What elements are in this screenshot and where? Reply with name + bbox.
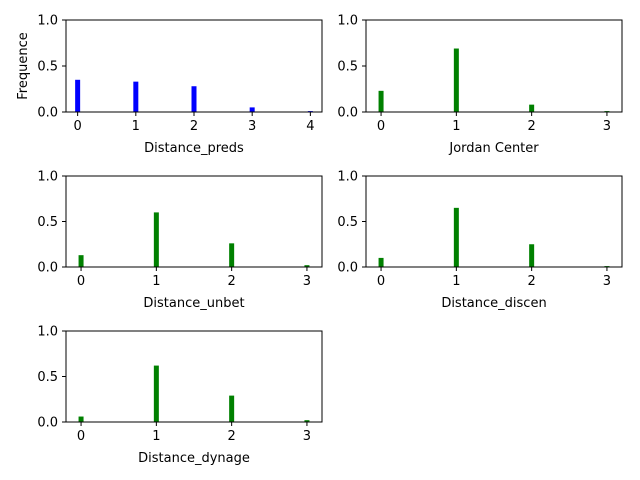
- x-tick-label: 3: [603, 274, 611, 289]
- x-tick-label: 0: [73, 119, 81, 134]
- x-tick-label: 0: [77, 274, 85, 289]
- subplot-5: 0 1 2 3 0.0 0.5 1.0 Distance_dynage: [37, 325, 323, 466]
- y-axis-label: Frequence: [16, 32, 31, 99]
- bar: [78, 255, 84, 267]
- x-tick-label: 0: [77, 429, 85, 444]
- bar: [229, 243, 235, 267]
- y-tick-label: 1.0: [337, 14, 358, 29]
- bar: [304, 420, 310, 422]
- y-tick-label: 0.0: [337, 261, 358, 276]
- x-tick-label: 4: [306, 119, 314, 134]
- x-tick-label: 3: [303, 429, 311, 444]
- bar: [304, 265, 310, 267]
- x-tick-label: 2: [228, 274, 236, 289]
- y-tick-label: 0.0: [37, 416, 58, 431]
- y-tick-label: 0.5: [337, 215, 358, 230]
- y-tick-label: 0.5: [37, 60, 58, 75]
- x-tick-label: 0: [377, 119, 385, 134]
- x-tick-label: 1: [152, 429, 160, 444]
- y-tick-label: 0.0: [37, 106, 58, 121]
- subplot-2: 0 1 2 3 0.0 0.5 1.0 Jordan Center: [337, 14, 623, 156]
- axes-frame: [65, 330, 323, 423]
- bar: [529, 104, 535, 112]
- x-tick-label: 0: [377, 274, 385, 289]
- bar: [78, 416, 84, 422]
- y-tick-label: 1.0: [337, 170, 358, 185]
- bar: [453, 48, 459, 112]
- bar: [133, 81, 139, 112]
- y-tick-label: 0.0: [37, 261, 58, 276]
- y-tick-label: 0.5: [337, 60, 358, 75]
- y-tick-label: 0.5: [37, 215, 58, 230]
- x-tick-label: 3: [303, 274, 311, 289]
- x-tick-label: 2: [528, 119, 536, 134]
- y-tick-label: 0.5: [37, 370, 58, 385]
- x-tick-label: 1: [452, 119, 460, 134]
- x-tick-label: 3: [603, 119, 611, 134]
- x-axis-label: Distance_preds: [144, 141, 244, 156]
- x-tick-label: 3: [248, 119, 256, 134]
- bar: [229, 395, 235, 422]
- x-tick-label: 2: [228, 429, 236, 444]
- y-tick-label: 1.0: [37, 14, 58, 29]
- x-tick-label: 1: [152, 274, 160, 289]
- y-tick-label: 0.0: [337, 106, 358, 121]
- bar: [249, 107, 255, 112]
- bar: [75, 79, 81, 112]
- bar: [453, 207, 459, 267]
- x-axis-label: Distance_unbet: [143, 296, 244, 311]
- bar: [191, 86, 197, 112]
- x-tick-label: 2: [528, 274, 536, 289]
- axes-frame: [65, 175, 323, 268]
- subplot-3: 0 1 2 3 0.0 0.5 1.0 Distance_unbet: [37, 170, 323, 311]
- axes-frame: [365, 19, 623, 113]
- subplot-4: 0 1 2 3 0.0 0.5 1.0 Distance_discen: [337, 170, 623, 311]
- x-tick-label: 1: [132, 119, 140, 134]
- x-tick-label: 2: [190, 119, 198, 134]
- bar: [378, 257, 384, 267]
- y-tick-label: 1.0: [37, 170, 58, 185]
- y-tick-label: 1.0: [37, 325, 58, 340]
- x-axis-label: Jordan Center: [448, 141, 539, 156]
- bar: [153, 365, 159, 422]
- bar: [153, 212, 159, 267]
- bar: [529, 244, 535, 267]
- axes-frame: [365, 175, 623, 268]
- x-axis-label: Distance_discen: [441, 296, 546, 311]
- bar: [378, 90, 384, 112]
- x-axis-label: Distance_dynage: [138, 451, 250, 466]
- x-tick-label: 1: [452, 274, 460, 289]
- subplot-1: 0 1 2 3 4 0.0 0.5 1.0 Distance_preds Frequence: [16, 14, 323, 156]
